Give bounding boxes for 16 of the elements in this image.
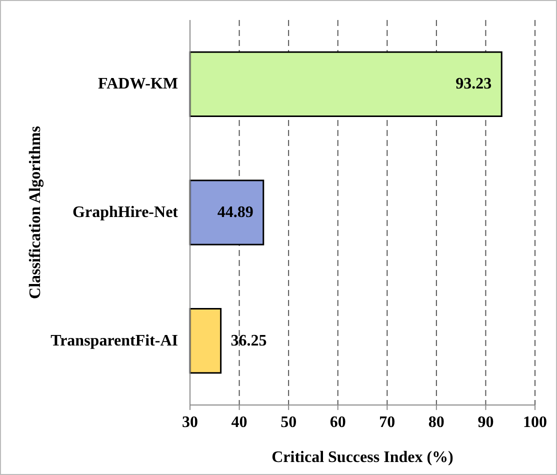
x-tick-label: 50	[280, 414, 297, 431]
y-tick-label: TransparentFit-AI	[50, 332, 178, 350]
x-tick-label: 40	[231, 414, 248, 431]
y-tick-label: FADW-KM	[98, 76, 178, 93]
data-label: 93.23	[456, 76, 492, 93]
x-tick-label: 100	[523, 414, 547, 431]
x-tick-label: 80	[428, 414, 444, 431]
x-tick-label: 30	[182, 414, 198, 431]
data-label: 44.89	[217, 204, 254, 221]
y-tick-label: GraphHire-Net	[72, 204, 179, 221]
y-axis-title: Classification Algorithms	[27, 126, 44, 299]
data-label: 36.25	[230, 332, 267, 350]
x-axis-title: Critical Success Index (%)	[272, 449, 454, 466]
x-tick-label: 70	[379, 414, 396, 431]
x-tick-label: 90	[478, 414, 494, 431]
x-tick-label: 60	[330, 414, 346, 431]
